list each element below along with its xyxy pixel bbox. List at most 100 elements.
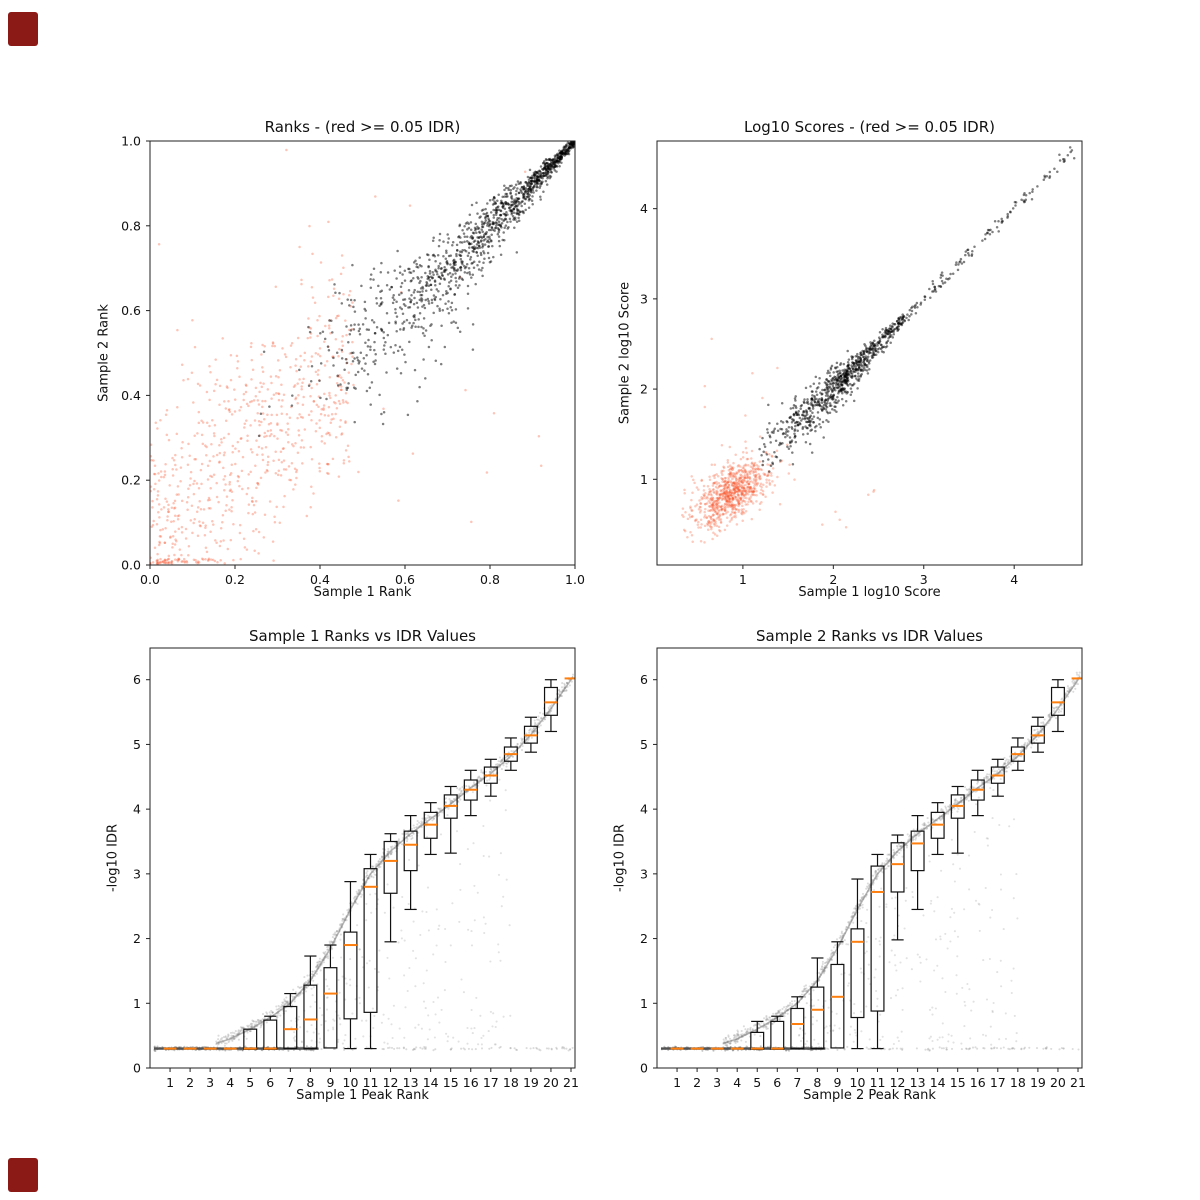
sample2-rank-idr-box-rank-17 [990, 758, 1005, 797]
sample1-rank-idr-xtick: 16 [463, 1075, 479, 1090]
sample2-rank-idr-xtick: 12 [890, 1075, 906, 1090]
sample1-rank-idr-box-rank-13 [403, 815, 418, 911]
sample1-rank-idr-xtick: 5 [246, 1075, 254, 1090]
sample1-rank-idr-xtick: 7 [286, 1075, 294, 1090]
sample2-rank-idr-xtick: 10 [850, 1075, 866, 1090]
sample2-rank-idr-box-rank-16 [970, 769, 985, 817]
sample1-rank-idr-ytick: 4 [133, 802, 141, 817]
sample1-rank-idr-box-rank-15 [443, 785, 458, 854]
sample2-rank-idr-xtick: 17 [990, 1075, 1006, 1090]
sample1-rank-idr-xtick: 3 [206, 1075, 214, 1090]
sample1-rank-idr-box-rank-11 [363, 853, 378, 1050]
xlabel-scores: Sample 1 log10 Score [798, 585, 941, 600]
scores-scatter-ytick: 1 [640, 472, 648, 487]
sample1-rank-idr-box-rank-18 [503, 737, 518, 771]
scores-scatter-ytick: 2 [640, 382, 648, 397]
ylabel-ranks: Sample 2 Rank [96, 304, 112, 402]
sample2-rank-idr-xtick: 13 [910, 1075, 926, 1090]
ranks-scatter-xtick: 0.0 [140, 572, 160, 587]
sample2-rank-idr-xtick: 8 [813, 1075, 821, 1090]
sample1-rank-idr-box-rank-14 [423, 802, 438, 856]
sample1-rank-idr-xtick: 6 [266, 1075, 274, 1090]
xlabel-sample1-peak-rank: Sample 1 Peak Rank [296, 1088, 429, 1103]
sample1-rank-idr-box-rank-20 [543, 679, 558, 733]
sample1-rank-idr-xtick: 8 [306, 1075, 314, 1090]
xlabel-sample2-peak-rank: Sample 2 Peak Rank [803, 1088, 936, 1103]
sample2-rank-idr-box-rank-18 [1010, 737, 1025, 771]
sample2-rank-idr-xtick: 11 [870, 1075, 886, 1090]
sample2-rank-idr-xtick: 6 [773, 1075, 781, 1090]
sample1-rank-idr-box-rank-10 [343, 881, 358, 1050]
sample2-rank-idr-xtick: 16 [970, 1075, 986, 1090]
ranks-scatter-xtick: 0.4 [310, 572, 330, 587]
sample1-rank-idr-ytick: 0 [133, 1061, 141, 1076]
corner-marker-top [8, 12, 38, 46]
ranks-scatter-plot-area: 0.0 0.2 0.4 0.6 0.8 1.0 0.0 0.2 0.4 0.6 0.8 1.0 [121, 134, 585, 588]
sample2-rank-idr-xtick: 4 [733, 1075, 741, 1090]
sample2-rank-idr-box-rank-8 [810, 957, 825, 1050]
ylabel-scores: Sample 2 log10 Score [617, 281, 633, 425]
sample2-rank-idr-xtick: 14 [930, 1075, 946, 1090]
sample2-rank-idr-xtick: 9 [833, 1075, 841, 1090]
chart-title-sample2-idr: Sample 2 Ranks vs IDR Values [755, 627, 983, 645]
scores-scatter-ytick: 3 [640, 291, 648, 306]
ylabel-sample2-idr: -log10 IDR [612, 823, 628, 893]
sample1-rank-idr-xtick: 17 [483, 1075, 499, 1090]
corner-marker-bottom [8, 1158, 38, 1192]
ranks-scatter-ytick: 0.4 [121, 388, 141, 403]
ranks-scatter-xtick: 0.8 [480, 572, 500, 587]
sample2-rank-idr-ytick: 0 [640, 1061, 648, 1076]
sample1-rank-idr-xtick: 19 [523, 1075, 539, 1090]
sample2-rank-idr-box-rank-7 [790, 996, 805, 1050]
ylabel-sample1-idr: -log10 IDR [105, 823, 121, 893]
sample1-rank-idr-xtick: 4 [226, 1075, 234, 1090]
ranks-scatter-xtick: 0.2 [225, 572, 245, 587]
sample1-rank-idr-xtick: 21 [563, 1075, 579, 1090]
sample2-rank-idr-box-rank-19 [1030, 716, 1045, 753]
scores-scatter-xtick: 1 [739, 572, 747, 587]
ranks-scatter-ytick: 1.0 [121, 134, 141, 149]
chart-title-sample1-idr: Sample 1 Ranks vs IDR Values [248, 627, 476, 645]
sample2-rank-idr-box-rank-6 [770, 1015, 785, 1050]
sample2-rank-idr-box-rank-9 [830, 941, 845, 1049]
sample2-rank-idr-xtick: 5 [753, 1075, 761, 1090]
sample1-rank-idr-box-rank-7 [283, 992, 298, 1050]
sample1-rank-idr-xtick: 1 [166, 1075, 174, 1090]
sample2-rank-idr-ytick: 6 [640, 672, 648, 687]
scores-scatter-plot-area: 1 2 3 4 1 2 3 4 [640, 140, 1083, 587]
sample1-rank-idr-ytick: 6 [133, 672, 141, 687]
sample1-rank-idr-xtick: 14 [423, 1075, 439, 1090]
sample1-rank-idr-box-rank-19 [523, 716, 538, 753]
sample1-rank-idr-xtick: 13 [403, 1075, 419, 1090]
sample1-rank-idr-ytick: 2 [133, 931, 141, 946]
sample2-rank-idr-box-rank-10 [850, 878, 865, 1050]
sample2-rank-idr-box-rank-15 [950, 785, 965, 854]
sample2-rank-idr-ytick: 5 [640, 737, 648, 752]
sample1-rank-idr-xtick: 15 [443, 1075, 459, 1090]
ranks-scatter-ytick: 0.0 [121, 558, 141, 573]
sample1-rank-idr-box-rank-8 [303, 955, 318, 1050]
sample1-rank-idr-xtick: 2 [186, 1075, 194, 1090]
sample1-rank-idr-box-rank-9 [323, 944, 338, 1049]
ranks-scatter-ytick: 0.6 [121, 303, 141, 318]
sample2-rank-idr-box-rank-20 [1050, 679, 1065, 733]
sample1-rank-idr-box-rank-17 [483, 758, 498, 797]
scores-scatter-xtick: 3 [920, 572, 928, 587]
sample2-rank-idr-box-rank-13 [910, 815, 925, 911]
sample2-rank-idr-xtick: 7 [793, 1075, 801, 1090]
sample1-rank-idr-ytick: 3 [133, 866, 141, 881]
sample2-rank-idr-box-rank-11 [870, 853, 885, 1050]
sample1-rank-idr-box-rank-12 [383, 833, 398, 943]
ranks-scatter-ytick: 0.2 [121, 473, 141, 488]
sample2-rank-idr-box-rank-5 [750, 1020, 765, 1050]
sample2-rank-idr-xtick: 21 [1070, 1075, 1086, 1090]
sample1-rank-idr-box-rank-16 [463, 769, 478, 817]
sample2-rank-idr-xtick: 20 [1050, 1075, 1066, 1090]
sample1-rank-idr-xtick: 12 [383, 1075, 399, 1090]
xlabel-ranks: Sample 1 Rank [313, 585, 412, 600]
sample1-rank-idr-xtick: 9 [326, 1075, 334, 1090]
sample2-rank-idr-xtick: 2 [693, 1075, 701, 1090]
